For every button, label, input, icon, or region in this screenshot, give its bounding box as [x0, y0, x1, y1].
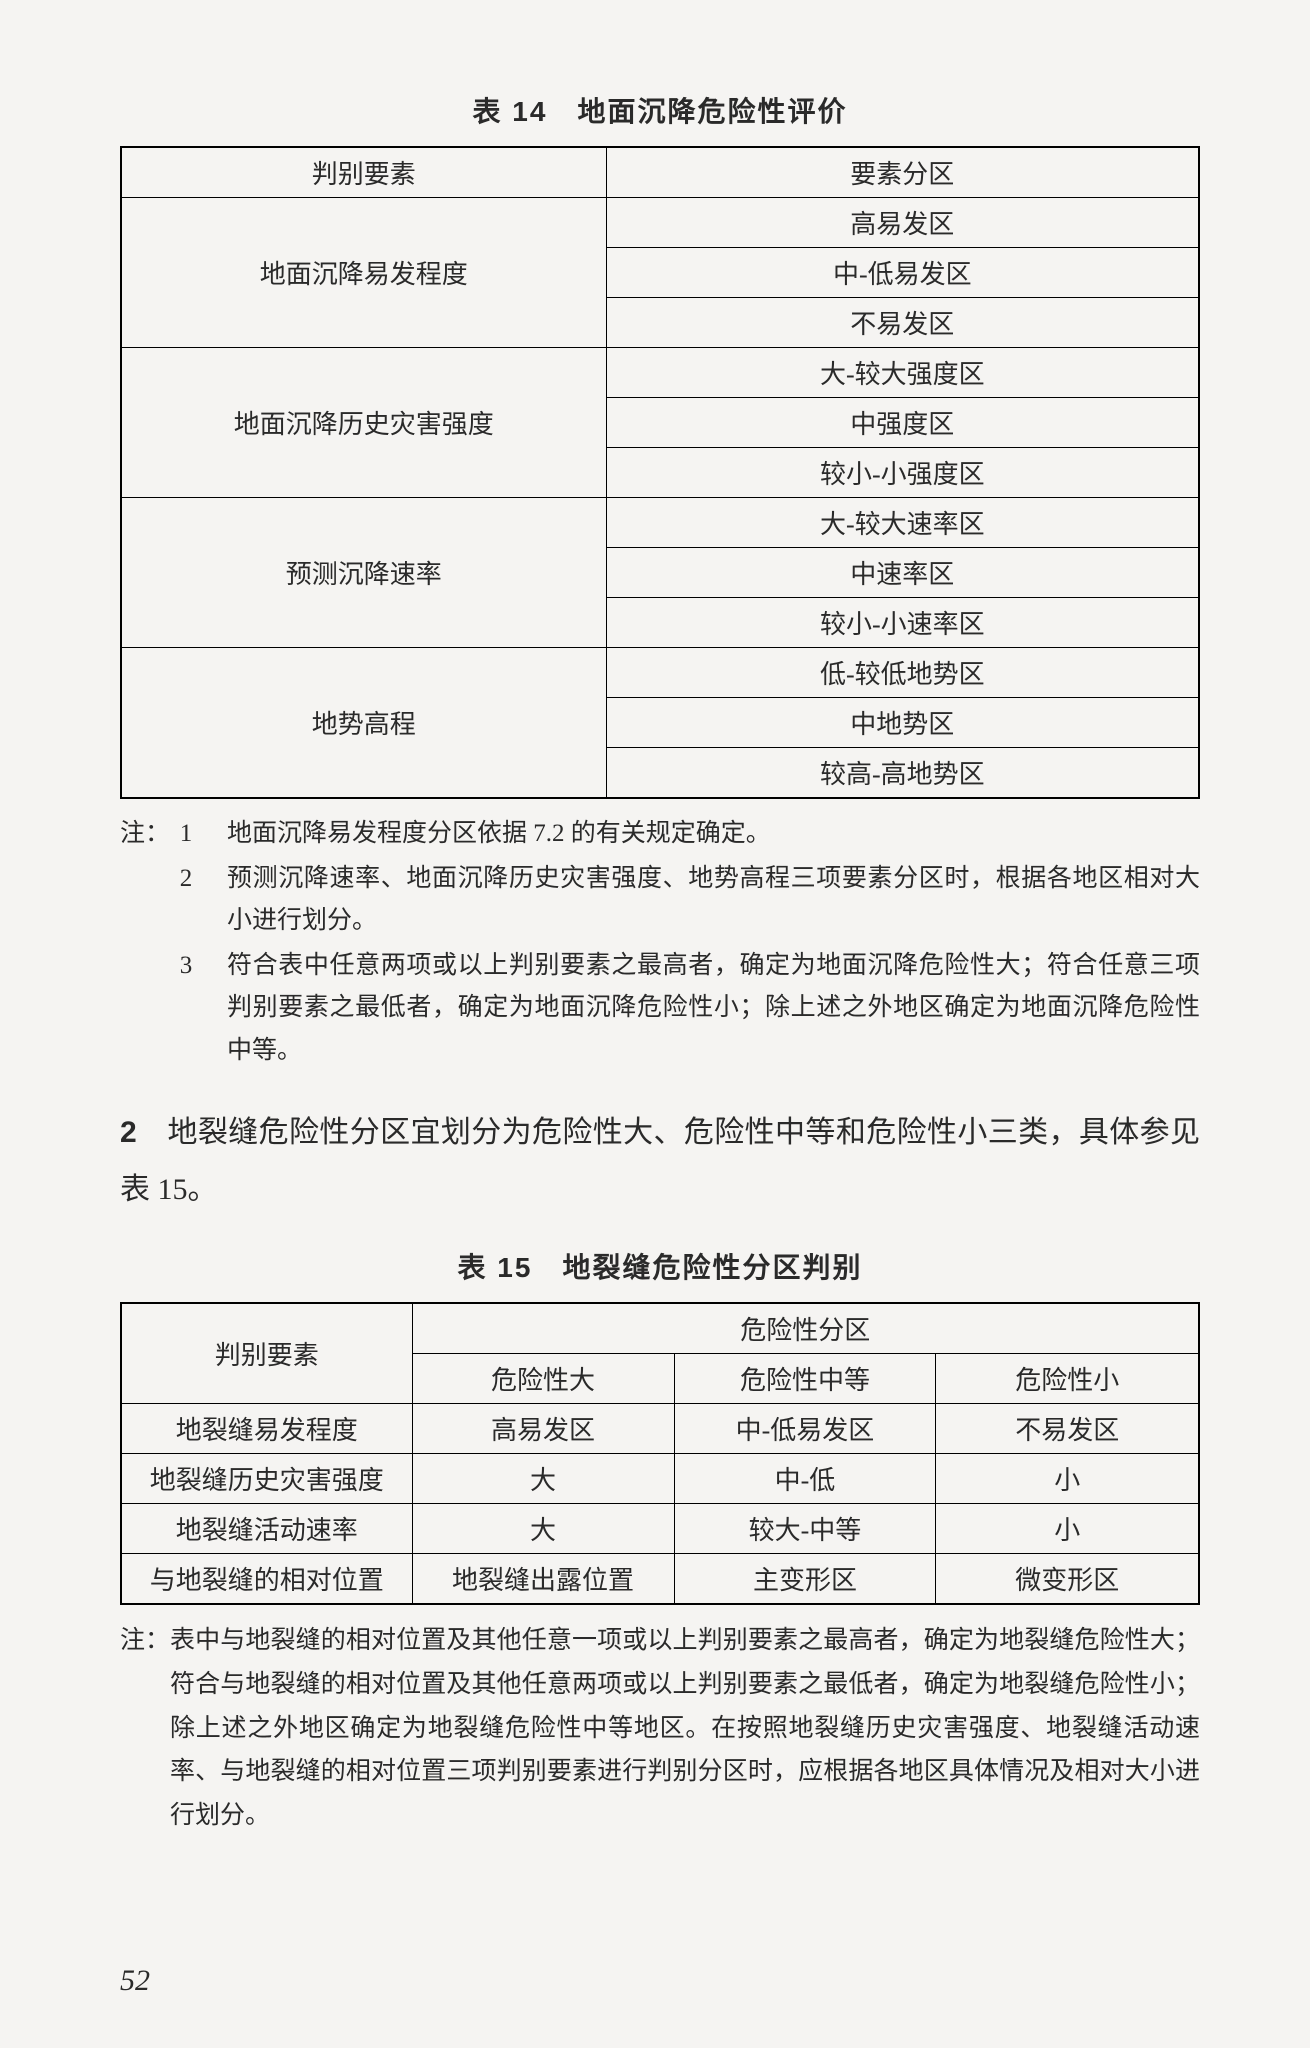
note-text: 预测沉降速率、地面沉降历史灾害强度、地势高程三项要素分区时，根据各地区相对大小进…: [227, 858, 1200, 943]
table15-cell: 主变形区: [674, 1554, 936, 1605]
table15-rowheader: 判别要素: [121, 1303, 412, 1404]
table15-colheader: 危险性中等: [674, 1354, 936, 1404]
table14-title: 表 14 地面沉降危险性评价: [120, 90, 1200, 130]
table14-zone: 低-较低地势区: [606, 648, 1199, 698]
table14-factor: 地面沉降历史灾害强度: [121, 348, 606, 498]
table14-zone: 中速率区: [606, 548, 1199, 598]
page-number: 52: [120, 1964, 150, 1998]
table15-cell: 中-低易发区: [674, 1404, 936, 1454]
table15: 判别要素危险性分区危险性大危险性中等危险性小地裂缝易发程度高易发区中-低易发区不…: [120, 1302, 1200, 1605]
table14-factor: 预测沉降速率: [121, 498, 606, 648]
table15-title: 表 15 地裂缝危险性分区判别: [120, 1246, 1200, 1286]
table14-factor: 地面沉降易发程度: [121, 198, 606, 348]
table14-zone: 大-较大速率区: [606, 498, 1199, 548]
table15-cell: 高易发区: [412, 1404, 674, 1454]
table14-zone: 中-低易发区: [606, 248, 1199, 298]
table14-zone: 较小-小速率区: [606, 598, 1199, 648]
table14-factor: 地势高程: [121, 648, 606, 799]
table15-cell: 大: [412, 1454, 674, 1504]
note-prefix: 3: [120, 945, 227, 988]
table15-cell: 小: [936, 1504, 1199, 1554]
table14-zone: 大-较大强度区: [606, 348, 1199, 398]
table15-groupheader: 危险性分区: [412, 1303, 1199, 1354]
table14-zone: 较高-高地势区: [606, 748, 1199, 799]
paragraph-text: 地裂缝危险性分区宜划分为危险性大、危险性中等和危险性小三类，具体参见表 15。: [120, 1116, 1200, 1206]
table15-factor: 地裂缝活动速率: [121, 1504, 412, 1554]
table15-cell: 不易发区: [936, 1404, 1199, 1454]
table15-cell: 大: [412, 1504, 674, 1554]
table15-colheader: 危险性大: [412, 1354, 674, 1404]
table15-cell: 较大-中等: [674, 1504, 936, 1554]
table14-zone: 较小-小强度区: [606, 448, 1199, 498]
table15-cell: 地裂缝出露位置: [412, 1554, 674, 1605]
table15-cell: 小: [936, 1454, 1199, 1504]
table15-factor: 地裂缝历史灾害强度: [121, 1454, 412, 1504]
table14-zone: 不易发区: [606, 298, 1199, 348]
note-text: 符合表中任意两项或以上判别要素之最高者，确定为地面沉降危险性大；符合任意三项判别…: [227, 945, 1200, 1073]
table14-zone: 高易发区: [606, 198, 1199, 248]
table15-cell: 中-低: [674, 1454, 936, 1504]
paragraph-section-2: 2 地裂缝危险性分区宜划分为危险性大、危险性中等和危险性小三类，具体参见表 15…: [120, 1104, 1200, 1218]
table14-zone: 中地势区: [606, 698, 1199, 748]
table15-colheader: 危险性小: [936, 1354, 1199, 1404]
table14-header-right: 要素分区: [606, 147, 1199, 198]
notes-table15: 注： 表中与地裂缝的相对位置及其他任意一项或以上判别要素之最高者，确定为地裂缝危…: [120, 1619, 1200, 1838]
note-text: 地面沉降易发程度分区依据 7.2 的有关规定确定。: [227, 813, 1200, 856]
notes-table14: 注：1 地面沉降易发程度分区依据 7.2 的有关规定确定。 2 预测沉降速率、地…: [120, 813, 1200, 1072]
table14: 判别要素要素分区地面沉降易发程度高易发区中-低易发区不易发区地面沉降历史灾害强度…: [120, 146, 1200, 799]
section-number: 2: [120, 1116, 137, 1149]
note-prefix: 注：: [120, 1619, 170, 1838]
table14-zone: 中强度区: [606, 398, 1199, 448]
table15-factor: 地裂缝易发程度: [121, 1404, 412, 1454]
note-text: 表中与地裂缝的相对位置及其他任意一项或以上判别要素之最高者，确定为地裂缝危险性大…: [170, 1619, 1200, 1838]
table15-cell: 微变形区: [936, 1554, 1199, 1605]
table14-header-left: 判别要素: [121, 147, 606, 198]
note-prefix: 注：1: [120, 813, 227, 856]
note-prefix: 2: [120, 858, 227, 901]
table15-factor: 与地裂缝的相对位置: [121, 1554, 412, 1605]
